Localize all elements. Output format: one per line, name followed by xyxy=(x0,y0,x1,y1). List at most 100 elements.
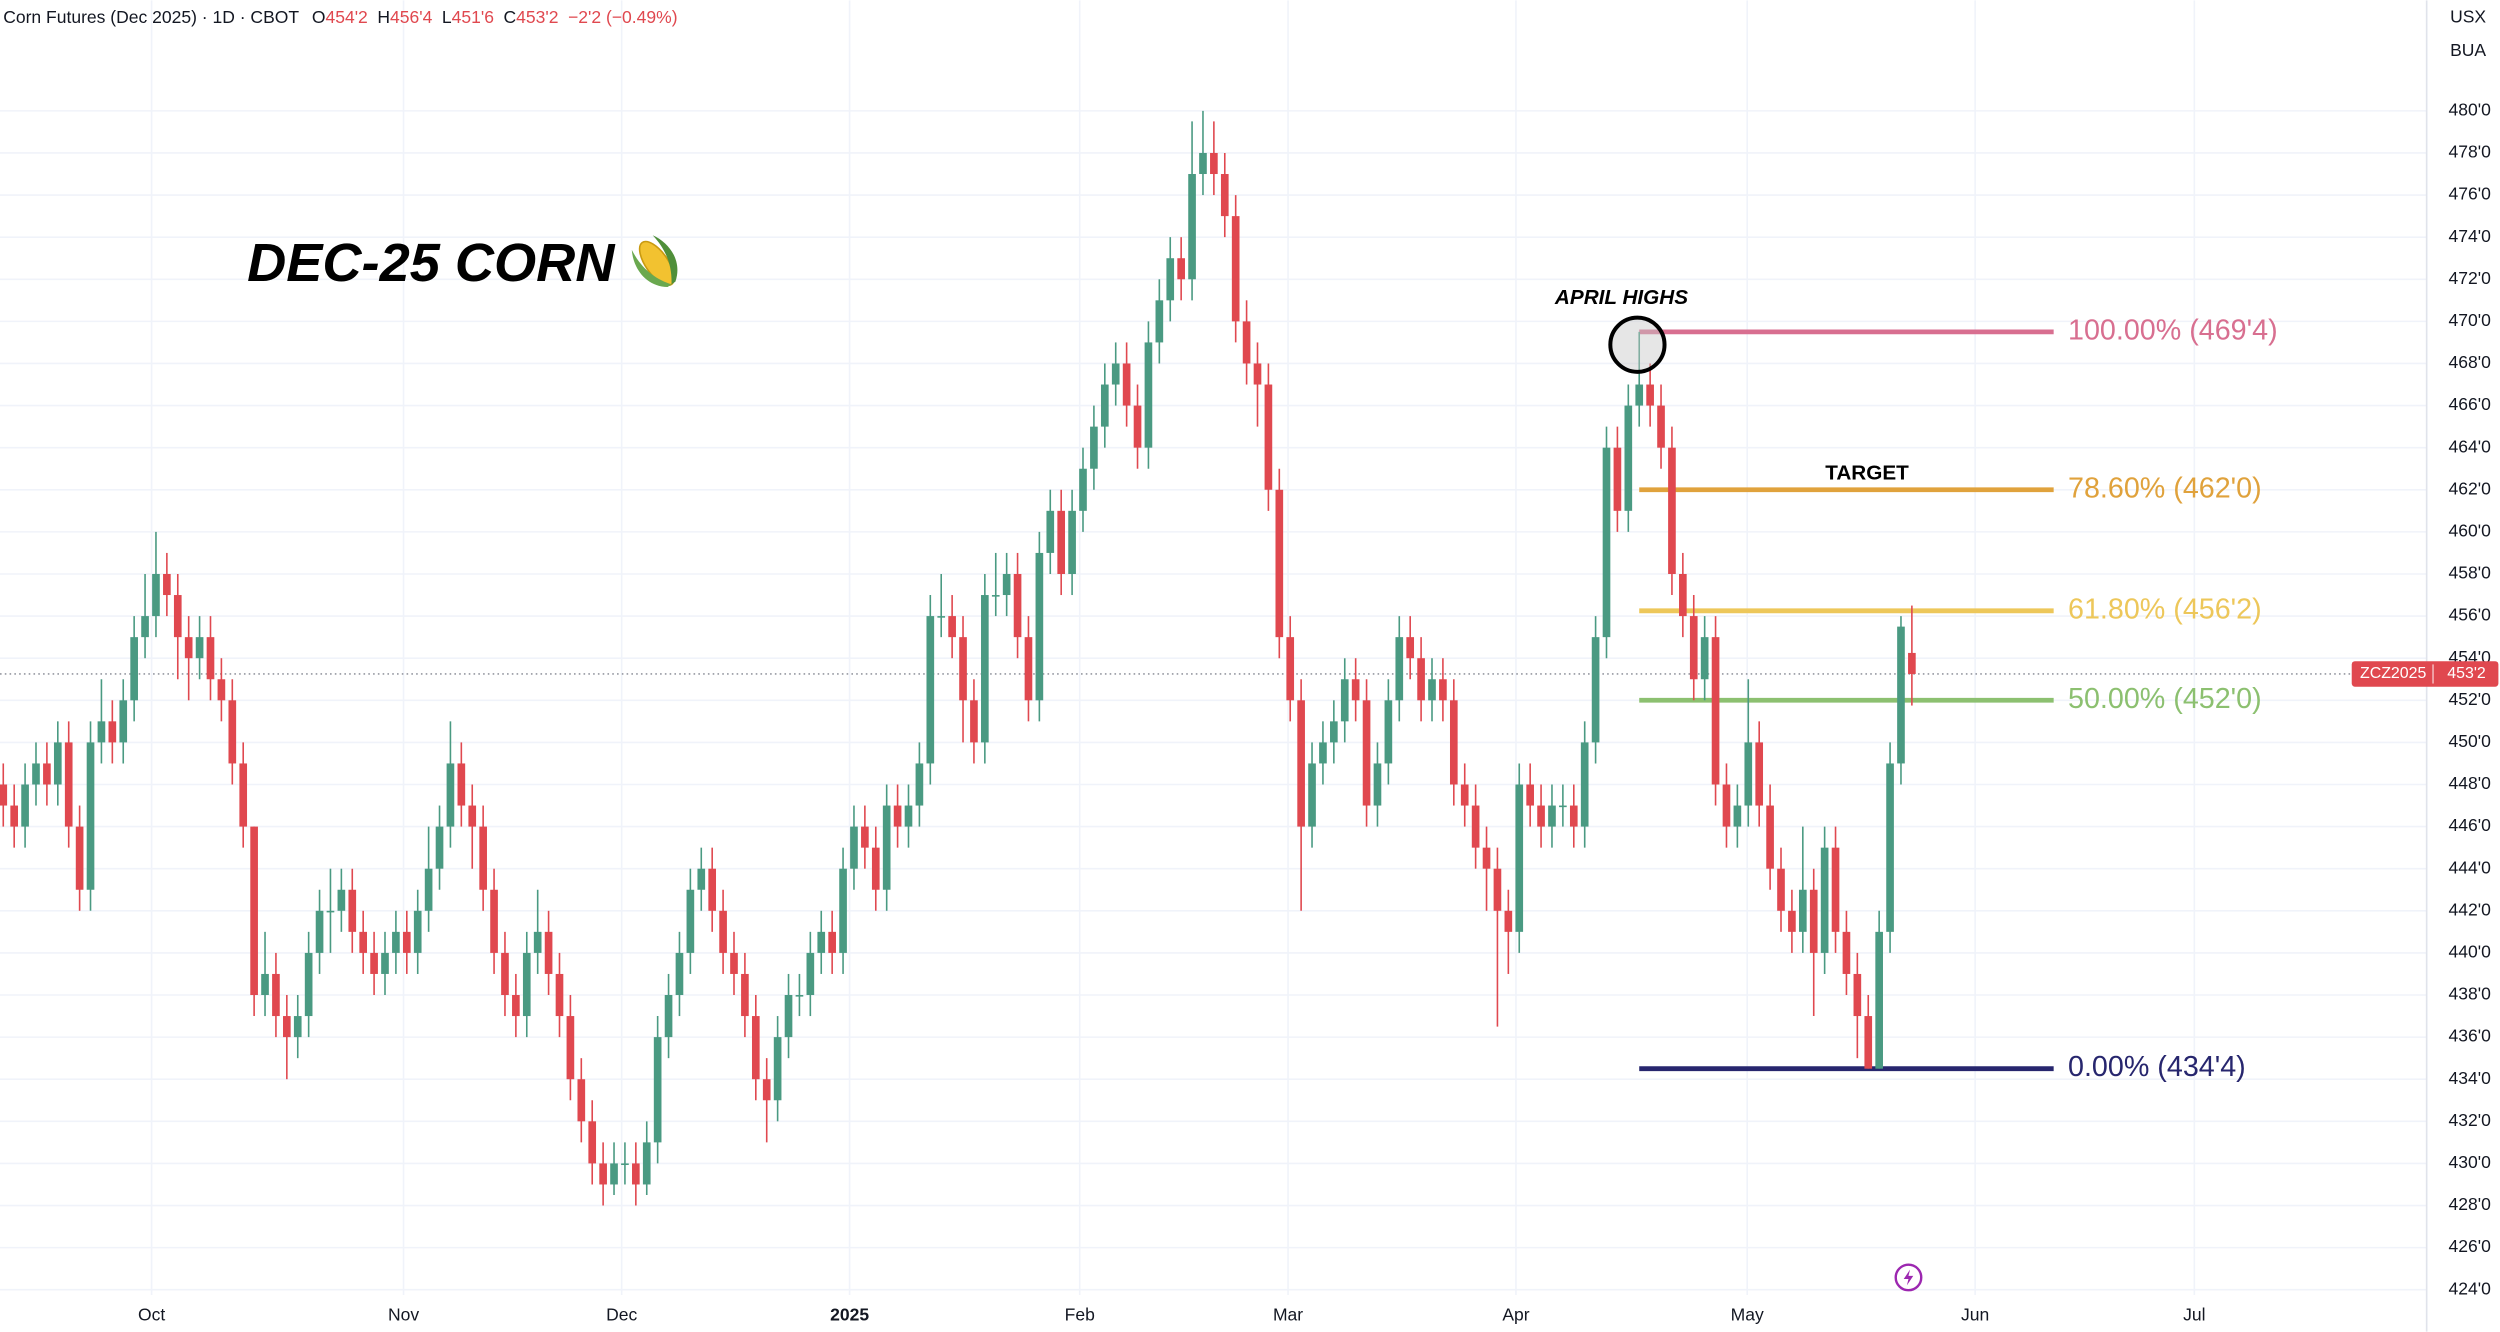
candle-body xyxy=(1722,784,1731,827)
ohlc-value: 456'4 xyxy=(390,7,433,27)
price-tag-value: 453'2 xyxy=(2447,665,2486,682)
x-tick-label: Mar xyxy=(1273,1304,1303,1324)
candle-body xyxy=(32,763,40,785)
candle-body xyxy=(664,995,673,1038)
ohlc-key: O xyxy=(312,7,326,27)
candle-body xyxy=(152,573,160,617)
candle-body xyxy=(904,805,913,827)
candle-body xyxy=(1286,637,1295,701)
candle-body xyxy=(119,700,128,743)
candle-body xyxy=(1188,174,1196,280)
candle-body xyxy=(1373,763,1382,806)
candle-body xyxy=(1559,805,1567,808)
y-tick-label: 436'0 xyxy=(2449,1026,2492,1046)
x-tick-label: May xyxy=(1731,1304,1764,1324)
candle-body xyxy=(1068,510,1076,574)
y-tick-label: 474'0 xyxy=(2449,226,2492,246)
candle-body xyxy=(1886,763,1894,932)
candle-body xyxy=(1788,910,1796,932)
y-tick-label: 470'0 xyxy=(2449,310,2492,330)
candle-body xyxy=(959,637,967,701)
candle-body xyxy=(686,889,695,953)
candle-body xyxy=(1308,763,1316,827)
grid xyxy=(0,0,2427,1295)
candle-body xyxy=(1231,216,1240,322)
candle-body xyxy=(632,1163,640,1185)
candle-body xyxy=(1057,510,1066,574)
y-tick-label: 434'0 xyxy=(2449,1068,2492,1088)
ohlc-value: 454'2 xyxy=(325,7,367,27)
annotation: TARGET xyxy=(1825,461,1909,484)
candle-body xyxy=(555,973,564,1017)
candle-body xyxy=(21,784,29,827)
change: −2'2 (−0.49%) xyxy=(568,7,677,27)
candle-body xyxy=(1035,552,1044,701)
candle-body xyxy=(413,910,422,953)
y-tick-label: 438'0 xyxy=(2449,984,2492,1004)
currency: USX xyxy=(2450,7,2486,27)
y-tick-label: 480'0 xyxy=(2449,99,2492,119)
candle-body xyxy=(206,637,215,680)
candle-body xyxy=(1809,889,1818,953)
y-tick-label: 448'0 xyxy=(2449,773,2492,793)
y-tick-label: 472'0 xyxy=(2449,268,2492,288)
candle-body xyxy=(392,931,400,953)
candle-body xyxy=(348,889,357,932)
fib-label: 61.80% (456'2) xyxy=(2068,593,2262,625)
candle-body xyxy=(751,1016,760,1080)
candle-body xyxy=(490,889,498,953)
fib-label: 0.00% (434'4) xyxy=(2068,1051,2246,1083)
candle-body xyxy=(806,952,815,996)
candle-body xyxy=(1798,889,1807,932)
candle-body xyxy=(1351,679,1360,701)
x-tick-label: Apr xyxy=(1502,1304,1529,1324)
candle-body xyxy=(64,742,73,827)
candle-body xyxy=(1428,679,1436,701)
candle-body xyxy=(1330,721,1338,743)
candle-body xyxy=(1897,626,1905,764)
y-tick-label: 458'0 xyxy=(2449,563,2492,583)
y-tick-label: 460'0 xyxy=(2449,521,2492,541)
y-tick-label: 430'0 xyxy=(2449,1152,2492,1172)
candle-body xyxy=(217,679,226,701)
y-tick-label: 464'0 xyxy=(2449,436,2492,456)
candle-body xyxy=(1864,1016,1873,1069)
candle-body xyxy=(1220,174,1229,217)
candle-body xyxy=(0,784,8,806)
candle-body xyxy=(1460,784,1469,806)
y-tick-label: 478'0 xyxy=(2449,142,2492,162)
candle-body xyxy=(1700,637,1709,680)
candle-body xyxy=(1831,847,1840,932)
x-tick-label: Dec xyxy=(606,1304,637,1324)
candle-body xyxy=(1733,805,1742,827)
candle-body xyxy=(501,952,509,996)
candle-body xyxy=(1253,363,1262,385)
candle-body xyxy=(675,952,684,996)
candle-body xyxy=(43,763,51,785)
candle-body xyxy=(610,1163,618,1185)
event-icon[interactable] xyxy=(1894,1263,1923,1292)
candle-body xyxy=(250,826,258,996)
candle-body xyxy=(893,805,902,827)
candle-body xyxy=(1384,700,1393,764)
candle-body xyxy=(86,742,95,890)
candle-body xyxy=(991,595,1000,597)
candle-body xyxy=(784,995,793,1038)
candle-body xyxy=(359,931,368,953)
candle-body xyxy=(184,637,193,659)
y-tick-label: 424'0 xyxy=(2449,1278,2492,1298)
ohlc-key: C xyxy=(504,7,517,27)
candle-body xyxy=(1340,679,1349,722)
candle-body xyxy=(915,763,924,806)
candle-body xyxy=(1602,447,1611,638)
candle-body xyxy=(10,805,19,827)
candle-body xyxy=(512,995,520,1017)
candle-body xyxy=(1711,637,1720,785)
candle-body xyxy=(839,868,847,953)
ohlc-value: 453'2 xyxy=(516,7,558,27)
candle-body xyxy=(370,952,378,974)
highlight-circle xyxy=(1608,315,1667,374)
candle-body xyxy=(337,889,346,911)
candle-body xyxy=(1297,700,1305,827)
